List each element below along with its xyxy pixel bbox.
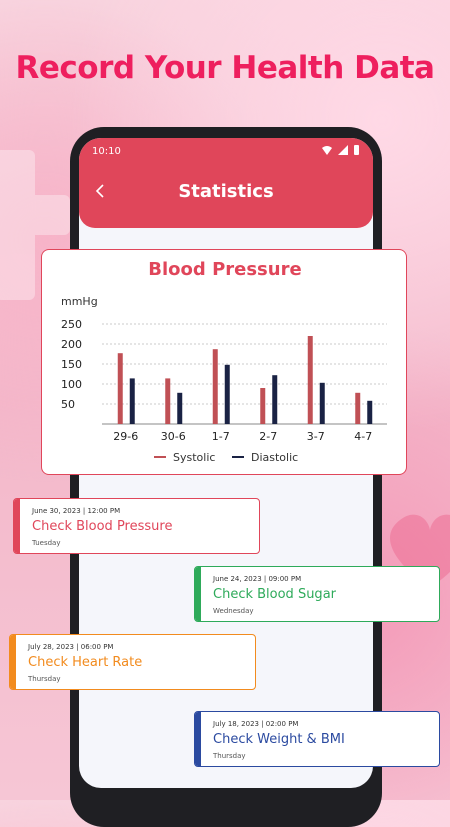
reminder-datetime: June 24, 2023 | 09:00 PM bbox=[213, 575, 302, 583]
medical-cross-decoration bbox=[0, 150, 70, 300]
reminder-accent-bar bbox=[14, 499, 20, 553]
reminder-datetime: June 30, 2023 | 12:00 PM bbox=[32, 507, 121, 515]
y-tick-label: 50 bbox=[61, 398, 75, 411]
blood-pressure-chart: mmHg 50 100 150 200 250 29-6 30-6 1-7 2-7 3-7 4-7 Sy… bbox=[61, 295, 387, 464]
chart-title: Blood Pressure bbox=[148, 259, 302, 280]
chevron-left-icon[interactable] bbox=[95, 183, 105, 199]
legend-label: Diastolic bbox=[251, 451, 298, 464]
reminder-card-blood-sugar[interactable]: June 24, 2023 | 09:00 PM Check Blood Suga… bbox=[194, 566, 440, 622]
bar-systolic bbox=[212, 349, 218, 424]
x-tick-label: 29-6 bbox=[113, 430, 138, 443]
reminder-accent-bar bbox=[195, 712, 201, 766]
reminder-card-heart-rate[interactable]: July 28, 2023 | 06:00 PM Check Heart Rate… bbox=[9, 634, 256, 690]
app-bar: 10:10 Statistics bbox=[79, 138, 373, 228]
reminder-day: Thursday bbox=[213, 752, 246, 760]
battery-icon bbox=[354, 145, 359, 155]
x-tick-label: 4-7 bbox=[354, 430, 372, 443]
bar-systolic bbox=[355, 392, 361, 424]
reminder-day: Tuesday bbox=[32, 539, 61, 547]
bar-systolic bbox=[165, 378, 171, 424]
wifi-icon bbox=[322, 146, 332, 155]
bar-systolic bbox=[307, 336, 313, 424]
reminder-card-blood-pressure[interactable]: June 30, 2023 | 12:00 PM Check Blood Pres… bbox=[13, 498, 260, 554]
bar-systolic bbox=[260, 388, 266, 424]
bar-systolic bbox=[117, 353, 123, 424]
reminder-title: Check Blood Pressure bbox=[32, 519, 173, 534]
y-axis-label: mmHg bbox=[61, 295, 98, 308]
status-icons bbox=[322, 145, 359, 155]
bar-diastolic bbox=[177, 392, 183, 424]
reminder-accent-bar bbox=[10, 635, 16, 689]
reminder-title: Check Weight & BMI bbox=[213, 732, 345, 747]
x-tick-label: 3-7 bbox=[307, 430, 325, 443]
reminder-accent-bar bbox=[195, 567, 201, 621]
x-tick-label: 1-7 bbox=[212, 430, 230, 443]
bar-diastolic bbox=[224, 364, 230, 424]
blood-pressure-chart-card: Blood Pressure mmHg 50 100 150 200 250 29-6 30-… bbox=[41, 249, 407, 475]
signal-icon bbox=[338, 145, 348, 155]
bar-diastolic bbox=[319, 382, 325, 424]
x-tick-label: 30-6 bbox=[161, 430, 186, 443]
reminder-day: Thursday bbox=[28, 675, 61, 683]
headline: Record Your Health Data bbox=[15, 50, 435, 86]
bar-diastolic bbox=[272, 375, 278, 424]
bar-diastolic bbox=[367, 400, 373, 424]
reminder-datetime: July 28, 2023 | 06:00 PM bbox=[28, 643, 114, 651]
y-tick-label: 100 bbox=[61, 378, 82, 391]
legend-label: Systolic bbox=[173, 451, 215, 464]
reminder-datetime: July 18, 2023 | 02:00 PM bbox=[213, 720, 299, 728]
reminder-title: Check Heart Rate bbox=[28, 655, 143, 670]
reminder-day: Wednesday bbox=[213, 607, 254, 615]
y-tick-label: 200 bbox=[61, 338, 82, 351]
page-title: Statistics bbox=[178, 181, 274, 202]
bar-diastolic bbox=[129, 378, 135, 424]
reminder-card-weight-bmi[interactable]: July 18, 2023 | 02:00 PM Check Weight & B… bbox=[194, 711, 440, 767]
status-time: 10:10 bbox=[92, 146, 121, 157]
y-tick-label: 150 bbox=[61, 358, 82, 371]
reminder-title: Check Blood Sugar bbox=[213, 587, 336, 602]
y-tick-label: 250 bbox=[61, 318, 82, 331]
x-tick-label: 2-7 bbox=[259, 430, 277, 443]
